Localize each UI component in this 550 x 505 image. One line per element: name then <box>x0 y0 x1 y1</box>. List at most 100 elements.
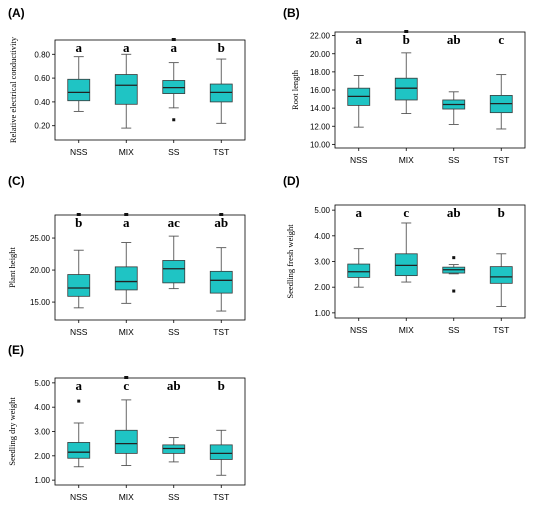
y-tick-label: 14.00 <box>310 104 331 113</box>
significance-letter: a <box>76 40 83 55</box>
box-iqr <box>114 429 138 454</box>
y-tick-label: 10.00 <box>310 140 331 149</box>
outlier-point <box>171 38 176 41</box>
panel-label: (A) <box>8 6 25 20</box>
significance-letter: b <box>403 32 410 47</box>
box-iqr <box>209 444 233 460</box>
panel-label: (D) <box>283 174 300 188</box>
y-axis-label: Seedling dry weight <box>7 397 17 466</box>
x-category-label: NSS <box>350 325 368 335</box>
y-tick-label: 18.00 <box>310 68 331 77</box>
x-category-label: SS <box>168 327 180 337</box>
box-iqr <box>67 78 91 102</box>
significance-letter: ab <box>167 378 181 393</box>
x-category-label: NSS <box>70 492 88 502</box>
x-category-label: NSS <box>70 147 88 157</box>
panel-label: (B) <box>283 6 300 20</box>
y-tick-label: 20.00 <box>310 50 331 59</box>
x-category-label: TST <box>493 155 509 165</box>
significance-letter: b <box>218 40 225 55</box>
y-tick-label: 25.00 <box>30 234 51 243</box>
box-iqr <box>489 266 513 284</box>
plot-frame <box>54 39 246 141</box>
significance-letter: a <box>356 32 363 47</box>
y-tick-label: 0.20 <box>34 122 50 131</box>
significance-letter: ab <box>447 32 461 47</box>
box-iqr <box>394 77 418 101</box>
plot-frame <box>334 204 526 319</box>
plot-frame <box>54 214 246 321</box>
outlier-point <box>124 213 129 216</box>
y-tick-label: 2.00 <box>314 283 330 292</box>
y-tick-label: 15.00 <box>30 298 51 307</box>
significance-letter: a <box>123 40 130 55</box>
y-tick-label: 22.00 <box>310 32 331 41</box>
significance-letter: c <box>498 32 504 47</box>
outlier-point <box>124 376 129 379</box>
outlier-point <box>77 399 81 403</box>
y-tick-label: 1.00 <box>314 309 330 318</box>
significance-letter: a <box>356 205 363 220</box>
y-axis-label: Seedling fresh weight <box>285 224 295 299</box>
y-tick-label: 5.00 <box>34 379 50 388</box>
x-category-label: TST <box>213 147 229 157</box>
outlier-point <box>76 213 81 216</box>
significance-letter: ab <box>214 215 228 230</box>
y-tick-label: 2.00 <box>34 452 50 461</box>
y-tick-label: 12.00 <box>310 122 331 131</box>
x-category-label: MIX <box>119 327 134 337</box>
significance-letter: b <box>218 378 225 393</box>
significance-letter: c <box>123 378 129 393</box>
y-tick-label: 0.60 <box>34 74 50 83</box>
x-category-label: MIX <box>119 492 134 502</box>
y-tick-label: 5.00 <box>314 206 330 215</box>
outlier-point <box>452 256 456 260</box>
x-category-label: SS <box>448 155 460 165</box>
y-axis-label: Relative electrical conductivity <box>8 36 18 143</box>
x-category-label: SS <box>168 492 180 502</box>
x-category-label: MIX <box>399 325 414 335</box>
significance-letter: c <box>403 205 409 220</box>
x-category-label: NSS <box>350 155 368 165</box>
significance-letter: ac <box>168 215 181 230</box>
y-tick-label: 1.00 <box>34 476 50 485</box>
outlier-point <box>219 213 224 216</box>
y-axis-label: Plant height <box>7 246 17 287</box>
significance-letter: a <box>123 215 130 230</box>
y-tick-label: 20.00 <box>30 266 51 275</box>
box-iqr <box>162 260 186 284</box>
x-category-label: MIX <box>119 147 134 157</box>
plot-frame <box>54 377 246 486</box>
panel-label: (E) <box>8 343 24 357</box>
significance-letter: a <box>171 40 178 55</box>
significance-letter: b <box>498 205 505 220</box>
y-tick-label: 3.00 <box>314 258 330 267</box>
y-axis-label: Root length <box>290 69 300 110</box>
box-iqr <box>114 266 138 291</box>
significance-letter: a <box>76 378 83 393</box>
box-iqr <box>67 274 91 297</box>
outlier-point <box>404 30 409 33</box>
x-category-label: TST <box>213 327 229 337</box>
outlier-point <box>452 289 456 293</box>
y-tick-label: 3.00 <box>34 428 50 437</box>
outlier-point <box>172 118 176 122</box>
x-category-label: NSS <box>70 327 88 337</box>
y-tick-label: 4.00 <box>314 232 330 241</box>
box-iqr <box>347 263 371 278</box>
significance-letter: ab <box>447 205 461 220</box>
y-tick-label: 0.40 <box>34 98 50 107</box>
box-iqr <box>209 270 233 294</box>
x-category-label: SS <box>168 147 180 157</box>
x-category-label: TST <box>493 325 509 335</box>
y-tick-label: 0.80 <box>34 50 50 59</box>
y-tick-label: 4.00 <box>34 403 50 412</box>
x-category-label: MIX <box>399 155 414 165</box>
y-tick-label: 16.00 <box>310 86 331 95</box>
x-category-label: TST <box>213 492 229 502</box>
panel-label: (C) <box>8 174 25 188</box>
significance-letter: b <box>75 215 82 230</box>
box-iqr <box>67 442 91 459</box>
box-iqr <box>114 74 138 105</box>
